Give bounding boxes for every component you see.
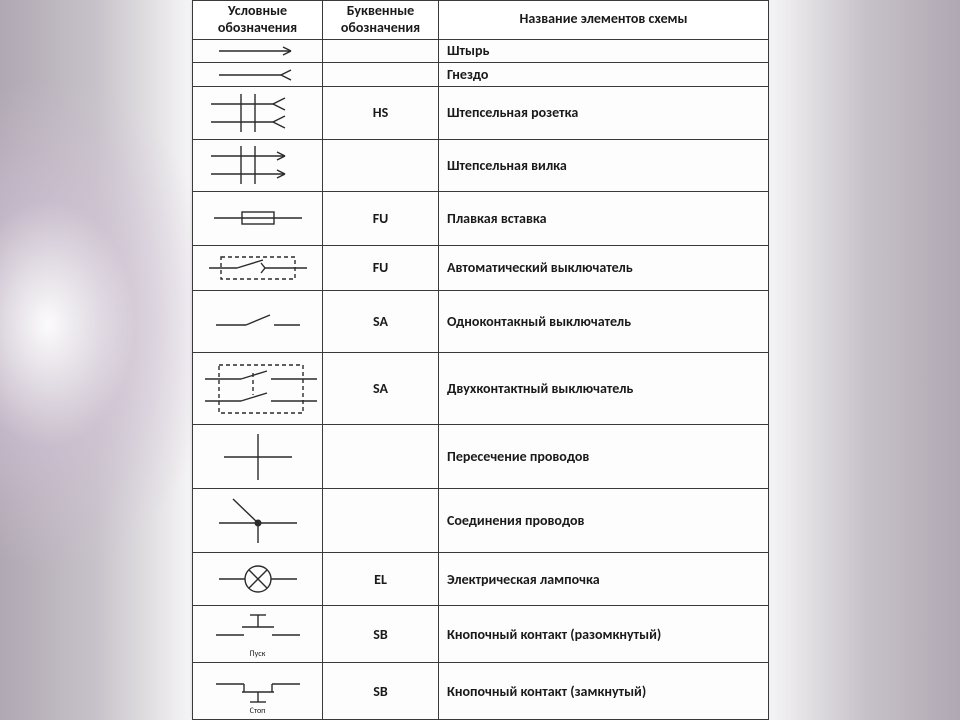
sym-lamp-icon <box>213 561 303 597</box>
symbol-cell <box>193 352 323 424</box>
symbol-cell <box>193 425 323 489</box>
letter-cell <box>323 39 439 63</box>
sym-cross-icon <box>218 430 298 484</box>
name-cell: Автоматический выключатель <box>439 245 769 290</box>
symbol-cell <box>193 245 323 290</box>
sym-fuse-icon <box>208 206 308 230</box>
name-cell: Двухконтактный выключатель <box>439 352 769 424</box>
symbol-cell <box>193 139 323 192</box>
name-cell: Плавкая вставка <box>439 192 769 246</box>
letter-cell: EL <box>323 552 439 606</box>
letter-cell: SB <box>323 606 439 663</box>
name-cell: Кнопочный контакт (разомкнутый) <box>439 606 769 663</box>
symbol-cell <box>193 488 323 552</box>
name-cell: Одноконтакный выключатель <box>439 291 769 353</box>
letter-cell <box>323 63 439 87</box>
table-row: Гнездо <box>193 63 769 87</box>
sym-joint-icon <box>213 493 303 547</box>
table-row: Стоп SBКнопочный контакт (замкнутый) <box>193 663 769 720</box>
symbol-cell <box>193 87 323 140</box>
letter-cell <box>323 425 439 489</box>
document-page: Условные обозначения Буквенные обозначен… <box>192 0 768 720</box>
sym-pb-open-icon <box>208 609 308 649</box>
name-cell: Кнопочный контакт (замкнутый) <box>439 663 769 720</box>
table-row: Пуск SBКнопочный контакт (разомкнутый) <box>193 606 769 663</box>
sym-plug-icon <box>203 142 313 188</box>
col-header-letter: Буквенные обозначения <box>323 1 439 40</box>
table-row: SAОдноконтакный выключатель <box>193 291 769 353</box>
symbol-sublabel: Стоп <box>201 706 314 716</box>
letter-cell: SA <box>323 291 439 353</box>
table-row: ELЭлектрическая лампочка <box>193 552 769 606</box>
col-header-symbol: Условные обозначения <box>193 1 323 40</box>
symbol-cell <box>193 192 323 246</box>
sym-receptacle-icon <box>203 90 313 136</box>
table-row: FUПлавкая вставка <box>193 192 769 246</box>
letter-cell <box>323 139 439 192</box>
table-row: SAДвухконтактный выключатель <box>193 352 769 424</box>
name-cell: Соединения проводов <box>439 488 769 552</box>
symbol-cell: Стоп <box>193 663 323 720</box>
table-row: Пересечение проводов <box>193 425 769 489</box>
symbol-cell: Пуск <box>193 606 323 663</box>
letter-cell: SB <box>323 663 439 720</box>
letter-cell: FU <box>323 192 439 246</box>
symbol-sublabel: Пуск <box>201 649 314 659</box>
name-cell: Штырь <box>439 39 769 63</box>
letter-cell: SA <box>323 352 439 424</box>
table-row: Соединения проводов <box>193 488 769 552</box>
table-row: Штепсельная вилка <box>193 139 769 192</box>
table-row: HSШтепсельная розетка <box>193 87 769 140</box>
name-cell: Штепсельная розетка <box>439 87 769 140</box>
letter-cell: HS <box>323 87 439 140</box>
sym-sw1-icon <box>208 307 308 337</box>
sym-socket-icon <box>213 66 303 84</box>
letter-cell <box>323 488 439 552</box>
symbol-cell <box>193 291 323 353</box>
letter-cell: FU <box>323 245 439 290</box>
table-header-row: Условные обозначения Буквенные обозначен… <box>193 1 769 40</box>
sym-pin-icon <box>213 42 303 60</box>
table-body: Штырь Гнездо HSШтепсельная розетка Штепс… <box>193 39 769 719</box>
table-row: Штырь <box>193 39 769 63</box>
name-cell: Пересечение проводов <box>439 425 769 489</box>
sym-breaker-icon <box>203 251 313 285</box>
name-cell: Электрическая лампочка <box>439 552 769 606</box>
sym-pb-closed-icon <box>208 666 308 706</box>
name-cell: Гнездо <box>439 63 769 87</box>
table-row: FUАвтоматический выключатель <box>193 245 769 290</box>
symbol-cell <box>193 552 323 606</box>
sym-sw2-icon <box>201 359 321 419</box>
col-header-name: Название элементов схемы <box>439 1 769 40</box>
name-cell: Штепсельная вилка <box>439 139 769 192</box>
symbol-cell <box>193 39 323 63</box>
symbols-table: Условные обозначения Буквенные обозначен… <box>192 0 769 720</box>
symbol-cell <box>193 63 323 87</box>
